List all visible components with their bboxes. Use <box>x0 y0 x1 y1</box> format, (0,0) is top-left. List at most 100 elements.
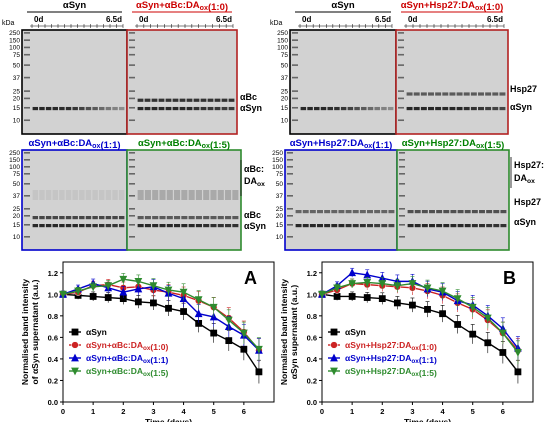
legend-label: αSyn+Hsp27:DAox(1:0) <box>345 340 437 352</box>
mw-marker-row1-right: 75 <box>281 52 289 59</box>
ladder-band <box>399 152 405 154</box>
gel-background <box>127 150 241 250</box>
gel-band <box>166 224 173 228</box>
line-chart: 0.0 0.2 0.4 0.6 0.8 1.0 1.2 0 1 2 3 4 5 6 Time (days) N… <box>279 261 534 422</box>
ladder-band <box>129 97 135 100</box>
legend-label: αSyn+αBc:DAox(1:0) <box>86 340 169 352</box>
gel-band <box>345 224 352 228</box>
gel-band <box>374 106 380 111</box>
data-point <box>149 282 158 291</box>
gel-band <box>99 216 105 220</box>
label-part: (1:1) <box>100 140 120 151</box>
gel-band <box>105 216 112 220</box>
gel-band <box>92 216 98 220</box>
gel-band <box>151 98 158 102</box>
gel-band <box>172 98 179 102</box>
data-point <box>348 293 356 300</box>
gel-border <box>396 149 510 251</box>
gel-band <box>158 106 165 111</box>
data-point <box>209 303 218 312</box>
gel-band <box>428 92 434 96</box>
gel-band <box>302 224 309 228</box>
gel-title: αSyn <box>331 0 354 11</box>
label-subscript: ox <box>527 178 535 185</box>
gel-band <box>420 92 427 96</box>
label-subscript: ox <box>143 371 151 378</box>
data-point <box>348 268 357 277</box>
gel-background <box>396 30 508 134</box>
gel-band <box>32 216 39 220</box>
gel-band <box>59 106 65 111</box>
mw-marker-row2-right: 37 <box>276 193 284 200</box>
data-point <box>330 353 338 362</box>
label-part: (1:5) <box>484 140 504 151</box>
gel-band <box>112 224 118 228</box>
gel-band <box>92 106 98 111</box>
gel-band <box>450 224 457 228</box>
y-axis-label: Normalised band intensityof αSyn superna… <box>20 279 40 386</box>
gel-band <box>345 210 352 214</box>
ladder-band <box>287 208 293 210</box>
y-tick-label: 0.8 <box>307 312 317 321</box>
data-point <box>330 328 338 336</box>
gel-band <box>324 210 331 214</box>
gel-band <box>443 210 450 214</box>
gel-band <box>457 210 464 214</box>
gel-band <box>225 190 232 200</box>
mw-marker-row1-left: 15 <box>13 105 21 112</box>
gel-band <box>52 190 58 200</box>
gel-band <box>367 224 373 228</box>
data-point <box>239 329 248 338</box>
gel-band <box>112 190 118 200</box>
gel-band <box>152 190 159 200</box>
label-subscript: ox <box>475 4 483 12</box>
gel-band <box>435 92 442 96</box>
ladder-band <box>399 159 405 161</box>
ladder-band <box>287 166 293 168</box>
data-point <box>224 316 233 325</box>
data-point <box>71 367 79 376</box>
ladder-band <box>129 166 135 168</box>
gel-band <box>307 106 313 111</box>
ladder-band <box>287 224 293 226</box>
gel-band <box>295 224 302 228</box>
gel-band <box>217 216 224 220</box>
gel-band <box>374 224 381 228</box>
mw-marker-row1-left: 20 <box>13 96 21 103</box>
y-tick-label: 0.2 <box>307 376 317 385</box>
y-axis-label-line: Normalised band intensity <box>20 279 30 386</box>
gel-title: αSyn <box>63 0 86 11</box>
band-label: Hsp27 <box>510 84 537 94</box>
gel-title: αSyn+Hsp27:DAox(1:1) <box>290 138 393 151</box>
gel-band <box>52 106 58 111</box>
data-point <box>408 280 417 288</box>
gel-band <box>225 216 232 220</box>
ladder-band <box>292 64 298 66</box>
x-tick-label: 5 <box>471 407 475 416</box>
gel-band <box>45 216 52 220</box>
ladder-band <box>398 32 404 34</box>
gel-band <box>188 216 195 220</box>
gel-band <box>324 224 331 228</box>
gel-band <box>186 98 193 102</box>
day-start-label: 0d <box>302 15 311 24</box>
gel-band <box>72 224 78 228</box>
gel-band <box>414 224 421 228</box>
gel-title: αSyn+αBc:DAox(1:0) <box>136 0 228 13</box>
ladder-band <box>24 106 30 109</box>
gel-band <box>413 92 420 96</box>
gel-band <box>174 224 181 228</box>
mw-marker-row2-left: 15 <box>13 222 21 229</box>
ladder-band <box>129 46 135 49</box>
gel-band <box>203 224 210 228</box>
day-end-label: 6.5d <box>106 15 122 24</box>
ladder-band <box>399 215 405 217</box>
gel-band <box>72 106 78 111</box>
gel-band <box>413 106 420 111</box>
gel-background <box>397 150 509 250</box>
gel-band <box>174 216 181 220</box>
y-tick-label: 0.8 <box>48 312 58 321</box>
gel-band <box>471 224 478 228</box>
gel-band <box>85 216 92 220</box>
label-part: αSyn+Hsp27: <box>345 366 399 376</box>
